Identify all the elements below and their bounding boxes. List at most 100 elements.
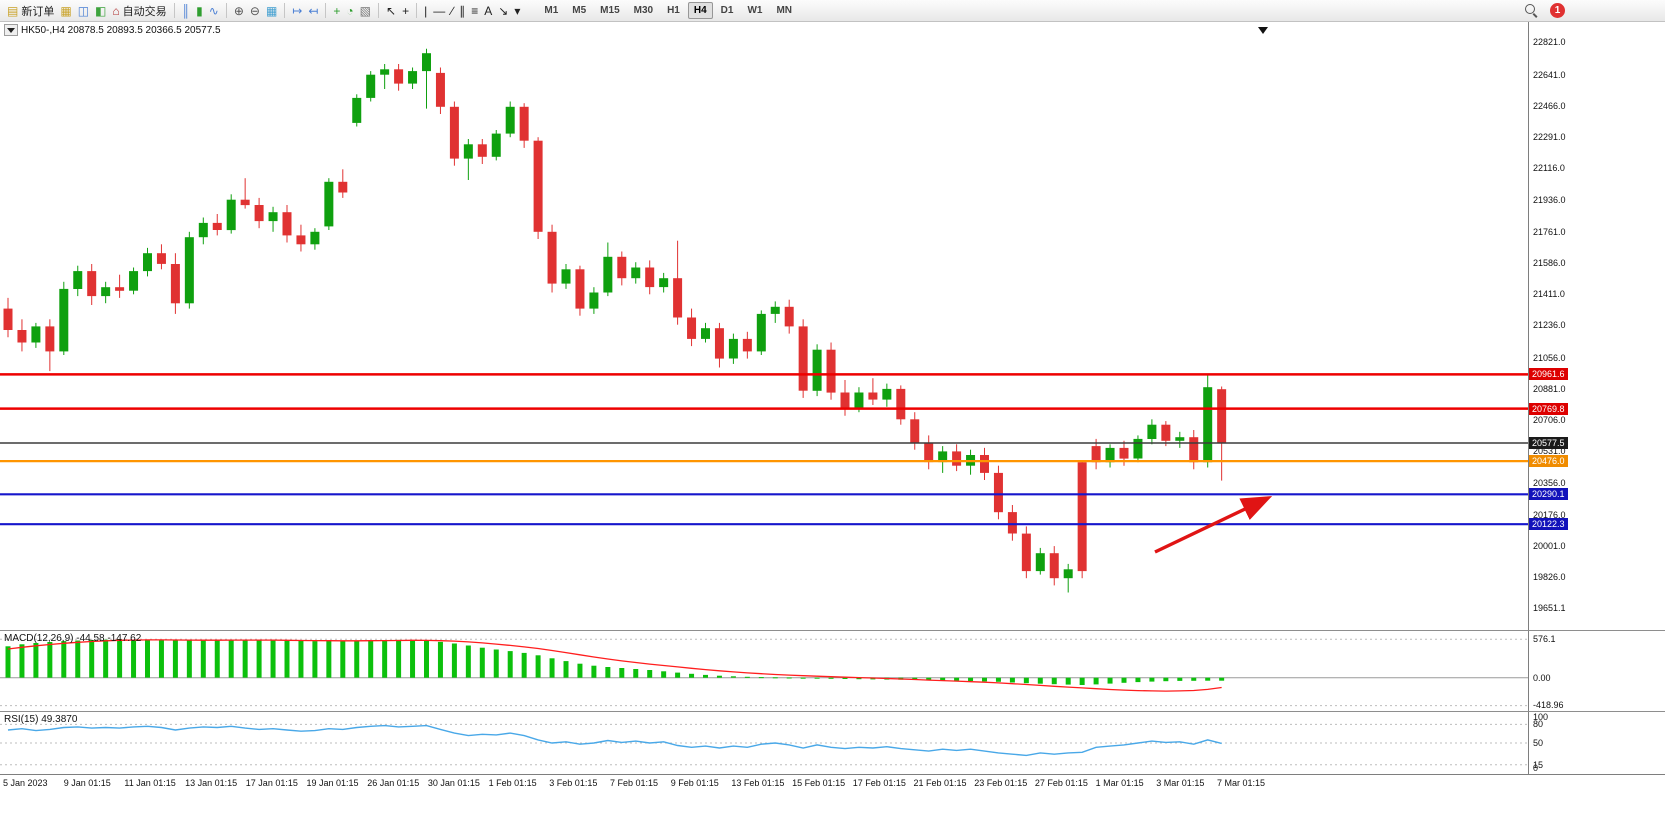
arrows-button[interactable]: ↘ <box>495 1 511 21</box>
price-tick: 20356.0 <box>1533 477 1566 488</box>
line-chart-icon: ∿ <box>208 3 219 18</box>
chart-title-bar: HK50-,H4 20878.5 20893.5 20366.5 20577.5 <box>4 24 221 36</box>
rsi-tick: 100 <box>1533 712 1549 722</box>
time-label: 30 Jan 01:15 <box>427 778 480 788</box>
time-label: 17 Jan 01:15 <box>245 778 298 788</box>
notification-badge[interactable]: 1 <box>1550 3 1565 18</box>
timeframe-d1[interactable]: D1 <box>715 2 740 19</box>
market-watch-button[interactable]: ◧ <box>92 1 109 21</box>
trendline-icon: ∕ <box>451 3 454 18</box>
window-filler <box>0 791 1665 840</box>
zoom-in-button[interactable]: ⊕ <box>231 1 247 21</box>
autotrading-icon: ⌂ <box>112 3 120 18</box>
time-label: 1 Feb 01:15 <box>488 778 537 788</box>
trendline-button[interactable]: ∕ <box>448 1 456 21</box>
time-label: 26 Jan 01:15 <box>367 778 420 788</box>
timeframe-mn[interactable]: MN <box>770 2 798 19</box>
timeframe-h4[interactable]: H4 <box>687 2 713 19</box>
templates-button[interactable]: ▧ <box>357 1 374 21</box>
auto-scroll-button[interactable]: ↦ <box>289 1 305 21</box>
time-label: 13 Feb 01:15 <box>731 778 785 788</box>
scroll-to-end-marker[interactable] <box>1258 27 1268 34</box>
price-tick: 20881.0 <box>1533 383 1566 394</box>
toolbar-right: 1 <box>1525 3 1565 18</box>
time-label: 11 Jan 01:15 <box>124 778 176 788</box>
profiles-button[interactable]: ◫ <box>75 1 92 21</box>
price-pane: 22821.0 22641.0 22466.0 22291.0 22116.0 21936… <box>0 22 1665 630</box>
timeframe-m5[interactable]: M5 <box>566 2 592 19</box>
chart-shift-icon: ↤ <box>308 3 319 18</box>
text-icon: A <box>484 3 493 18</box>
price-tick: 22116.0 <box>1533 163 1565 174</box>
timeframe-w1[interactable]: W1 <box>741 2 768 19</box>
autotrading-button[interactable]: ⌂ 自动交易 <box>109 1 169 21</box>
candlestick-chart-button[interactable]: ▮ <box>193 1 206 21</box>
channel-button[interactable]: ∥ <box>456 1 468 21</box>
search-icon[interactable] <box>1525 4 1538 17</box>
timeframe-m15[interactable]: M15 <box>594 2 625 19</box>
time-label: 1 Mar 01:15 <box>1095 778 1144 788</box>
time-label: 21 Feb 01:15 <box>913 778 967 788</box>
timeframe-h1[interactable]: H1 <box>661 2 686 19</box>
rsi-tick: 15 <box>1533 759 1544 770</box>
indicators-button[interactable]: + <box>330 1 343 21</box>
new-order-icon: ▤ <box>7 3 19 18</box>
chart-title: HK50-,H4 20878.5 20893.5 20366.5 20577.5 <box>21 24 221 36</box>
templates-icon: ▧ <box>359 3 372 18</box>
time-axis[interactable]: 5 Jan 2023 9 Jan 01:15 11 Jan 01:15 13 Jan … <box>0 774 1665 791</box>
macd-plot <box>0 638 1528 707</box>
price-tick: 19826.0 <box>1533 572 1566 583</box>
objects-dropdown[interactable]: ▾ <box>511 1 523 21</box>
toolbar-separator <box>325 3 327 18</box>
cursor-button[interactable]: ↖ <box>383 1 399 21</box>
time-label: 13 Jan 01:15 <box>185 778 238 788</box>
market-watch-icon: ◧ <box>95 3 107 18</box>
price-axis: 22821.0 22641.0 22466.0 22291.0 22116.0 21936… <box>1528 22 1665 630</box>
horizontal-line-icon: — <box>433 3 446 18</box>
rsi-tick: 50 <box>1533 738 1544 748</box>
bar-chart-button[interactable]: ║ <box>179 1 194 21</box>
line-chart-button[interactable]: ∿ <box>206 1 222 21</box>
price-tick: 21936.0 <box>1533 195 1566 206</box>
toolbar-separator <box>378 3 380 18</box>
zoom-in-icon: ⊕ <box>233 3 244 18</box>
price-line-label: 20476.0 <box>1529 455 1568 468</box>
price-tick: 20001.0 <box>1533 540 1566 551</box>
rsi-pane: 100 80 50 15 0 RSI(15) 49.3870 <box>0 711 1665 774</box>
rsi-tick: 80 <box>1533 719 1544 730</box>
toolbar-separator <box>225 3 227 18</box>
time-label: 3 Mar 01:15 <box>1156 778 1205 788</box>
macd-label: MACD(12,26,9) -44.58 -147.62 <box>4 633 142 644</box>
horizontal-line-button[interactable]: — <box>430 1 448 21</box>
tile-windows-button[interactable]: ▦ <box>263 1 280 21</box>
macd-tick: -418.96 <box>1533 700 1564 710</box>
new-order-button[interactable]: ▤ 新订单 <box>4 1 57 21</box>
timeframe-m1[interactable]: M1 <box>538 2 564 19</box>
price-tick: 21761.0 <box>1533 226 1566 237</box>
charts-grid-button[interactable]: ▦ <box>57 1 74 21</box>
text-button[interactable]: A <box>481 1 495 21</box>
timeframe-m30[interactable]: M30 <box>628 2 659 19</box>
time-label: 17 Feb 01:15 <box>852 778 906 788</box>
price-tick: 21586.0 <box>1533 257 1566 268</box>
zoom-out-button[interactable]: ⊖ <box>247 1 263 21</box>
fibonacci-button[interactable]: ≡ <box>468 1 481 21</box>
fibonacci-icon: ≡ <box>471 3 479 18</box>
timeframe-toolbar: M1 M5 M15 M30 H1 H4 D1 W1 MN <box>537 2 799 19</box>
auto-scroll-icon: ↦ <box>292 3 303 18</box>
tile-windows-icon: ▦ <box>265 3 278 18</box>
crosshair-button[interactable]: + <box>399 1 412 21</box>
price-line-label: 20577.5 <box>1529 437 1568 449</box>
vertical-line-icon: | <box>424 3 428 18</box>
macd-tick: 0.00 <box>1533 672 1551 683</box>
chevron-down-icon <box>7 27 15 33</box>
vertical-line-button[interactable]: | <box>421 1 430 21</box>
channel-icon: ∥ <box>459 3 466 18</box>
chart-shift-button[interactable]: ↤ <box>305 1 321 21</box>
macd-axis: 576.1 0.00 -418.96 <box>1528 631 1665 711</box>
symbol-dropdown-button[interactable] <box>4 24 18 36</box>
charts-grid-icon: ▦ <box>60 3 72 18</box>
periods-button[interactable]: ◔ <box>343 1 356 21</box>
new-order-button-label: 新订单 <box>21 5 55 18</box>
objects-icon: ▾ <box>514 3 521 18</box>
